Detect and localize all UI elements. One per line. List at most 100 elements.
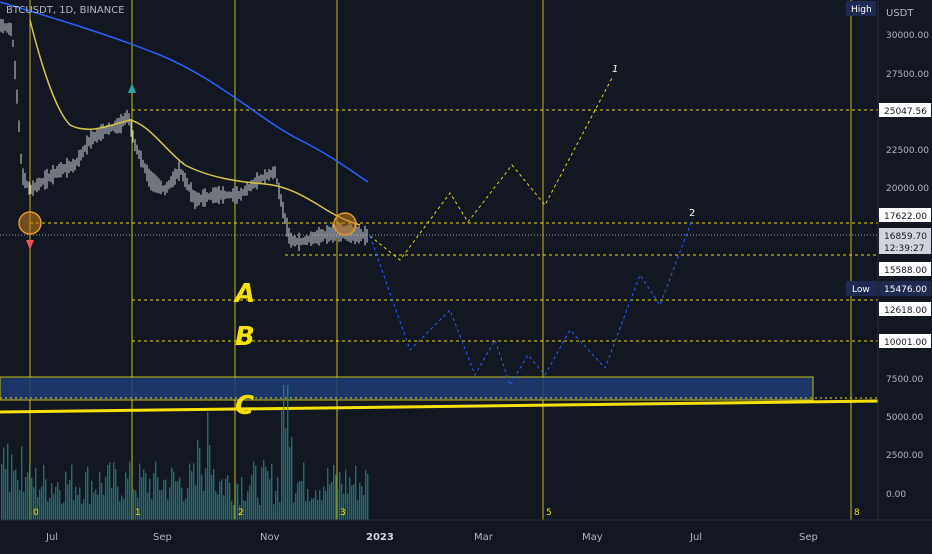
blue-moving-average[interactable] [0,1,369,183]
support-zone[interactable] [0,376,814,401]
yellow-moving-average[interactable] [29,19,361,226]
volume-bar [289,447,291,520]
volume-bar [325,490,327,520]
buy-arrow-marker [128,83,136,93]
pivot-circle-left[interactable] [18,211,42,235]
projection-path-1[interactable] [369,77,613,261]
volume-bar [207,412,209,520]
volume-bar [43,464,45,520]
volume-bar [287,384,289,520]
volume-bar [5,469,7,520]
pivot-circle-right[interactable] [333,212,357,236]
volume-bar [165,479,167,520]
volume-bar [335,474,337,520]
cycle-label-5: 5 [546,508,552,518]
volume-bar [57,482,59,520]
volume-bar [297,482,299,520]
volume-bar [117,486,119,520]
volume-bar [229,482,231,520]
volume-bar [347,493,349,520]
volume-bar [65,471,67,520]
volume-bar [81,503,83,520]
volume-bar [343,493,345,520]
time-label-mar: Mar [474,532,494,543]
tag-12618-text: 12618.00 [884,306,927,316]
tick-27500: 27500.00 [886,70,929,80]
volume-bar [249,485,251,520]
tag-countdown-text: 12:39:27 [884,244,924,254]
volume-bar [199,447,201,520]
volume-bar [321,500,323,520]
volume-bar [91,480,93,520]
volume-bar [363,494,365,520]
long-trend-line[interactable] [0,399,879,414]
time-labels: Jul Sep Nov 2023 Mar May Jul Sep [45,532,818,543]
volume-bar [353,484,355,520]
volume-bar [341,484,343,520]
volume-bar [15,469,17,520]
tag-10001-text: 10001.00 [884,338,927,348]
volume-bar [171,467,173,520]
volume-bar [75,486,77,520]
tick-22500: 22500.00 [886,146,929,156]
volume-bar [45,479,47,520]
volume-bar [127,478,129,520]
volume-bar [345,469,347,520]
volume-bar [93,492,95,520]
volume-bar [175,481,177,520]
volume-bar [319,490,321,520]
price-ticks: 30000.00 27500.00 22500.00 20000.00 7500… [886,31,929,500]
price-axis[interactable] [878,0,932,520]
volume-bar [227,475,229,520]
volume-bar [167,499,169,520]
wave-label-b: B [235,322,255,352]
volume-bar [221,479,223,520]
volume-bar [121,495,123,520]
tag-low [879,281,931,296]
price-tags[interactable]: 25047.56 17622.00 16859.70 12:39:27 1558… [846,103,931,348]
volume-bar [141,477,143,520]
volume-bar [359,482,361,520]
volume-bar [257,497,259,520]
volume-bar [101,482,103,520]
volume-bar [69,480,71,520]
volume-bar [153,473,155,520]
volume-bar [213,469,215,520]
volume-bar [259,504,261,520]
volume-bar [225,478,227,520]
volume-bar [107,465,109,520]
volume-bar [31,478,33,520]
volume-bar [309,501,311,520]
tag-17622-text: 17622.00 [884,212,927,222]
volume-bar [281,410,283,520]
volume-bar [367,473,369,520]
symbol-title[interactable]: BTCUSDT, 1D, BINANCE [6,5,125,16]
volume-bar [339,471,341,520]
horizontal-levels[interactable] [0,109,878,399]
volume-bar [103,494,105,520]
volume-bar [109,462,111,520]
volume-bar [351,485,353,520]
volume-bar [133,489,135,520]
tick-0: 0.00 [886,490,906,500]
time-axis[interactable] [0,520,932,550]
volume-bar [327,468,329,520]
high-badge-text: High [851,5,872,15]
volume-bar [211,474,213,520]
volume-bar [99,472,101,520]
volume-bar [197,439,199,520]
volume-bar [269,479,271,520]
volume-bar [129,461,131,520]
volume-bar [295,493,297,520]
time-label-sep-2: Sep [799,532,818,543]
volume-bar [253,461,255,520]
volume-bar [111,487,113,520]
volume-bar [97,494,99,520]
volume-bar [41,486,43,520]
volume-bar [105,476,107,520]
volume-bar [185,498,187,520]
volume-bar [251,474,253,520]
